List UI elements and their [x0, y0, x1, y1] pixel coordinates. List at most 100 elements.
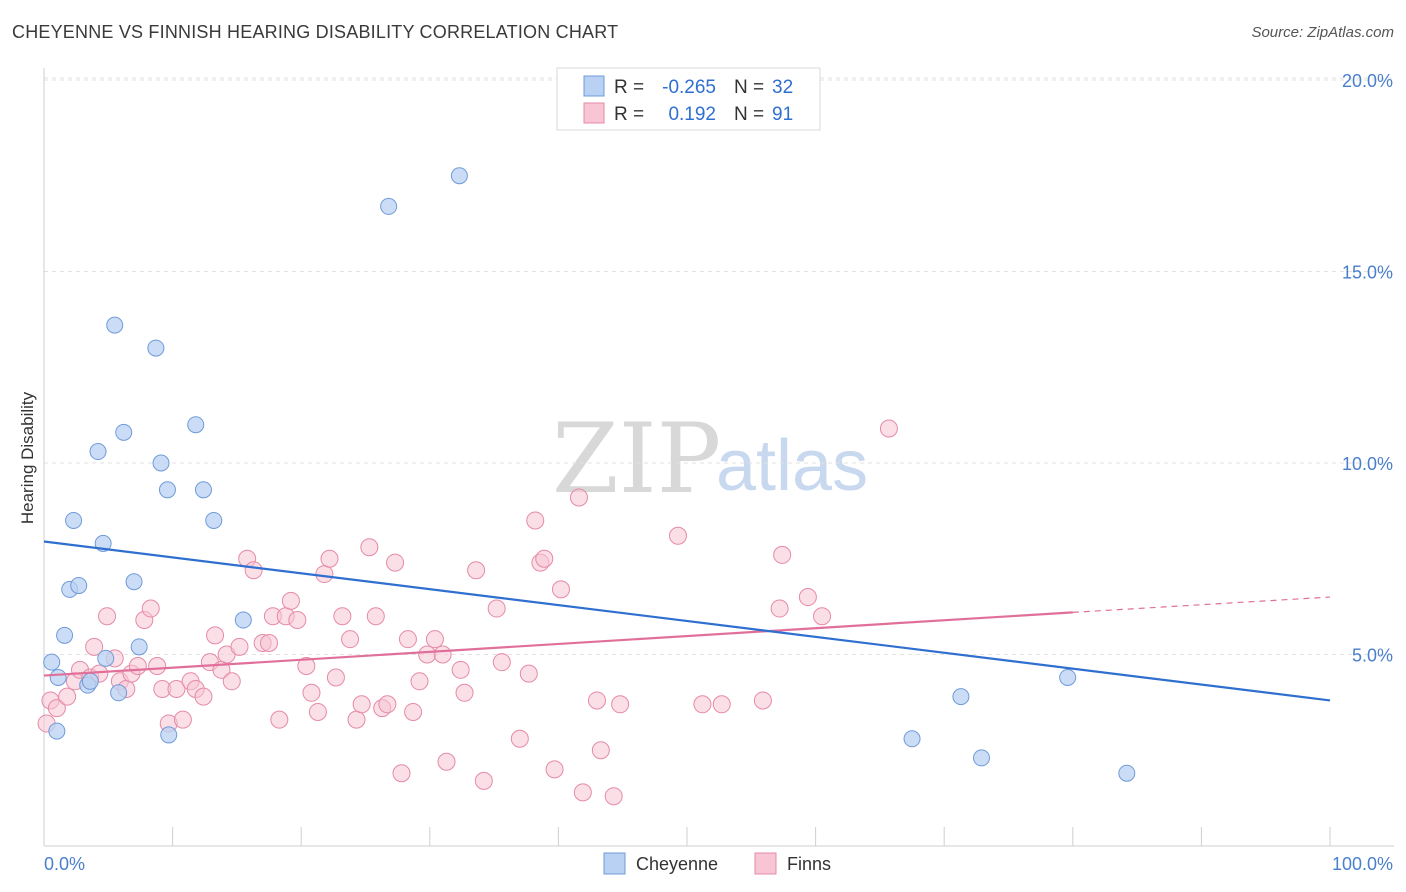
finns-point-58: [410, 672, 429, 691]
finns-point-34: [260, 634, 279, 653]
finns-point-82: [668, 526, 687, 545]
finns-point-57: [404, 702, 423, 721]
bottom-legend-swatch-finns: [754, 852, 777, 875]
legend-n-label-cheyenne: N =: [734, 77, 764, 98]
finns-point-59: [418, 645, 437, 664]
finns-point-40: [297, 656, 316, 675]
finns-point-66: [474, 771, 493, 790]
source-label: Source: ZipAtlas.com: [1251, 24, 1394, 41]
finns-point-61: [433, 645, 452, 664]
finns-point-41: [302, 683, 321, 702]
finns-point-87: [773, 545, 792, 564]
finns-point-53: [378, 695, 397, 714]
finns-point-69: [510, 729, 529, 748]
cheyenne-point-27: [903, 730, 921, 748]
cheyenne-point-26: [450, 167, 468, 185]
cheyenne-point-17: [147, 339, 165, 357]
finns-point-29: [222, 672, 241, 691]
cheyenne-point-6: [70, 577, 88, 595]
finns-point-55: [392, 764, 411, 783]
finns-point-43: [315, 565, 334, 584]
cheyenne-point-1: [43, 653, 61, 671]
finns-point-42: [308, 702, 327, 721]
watermark-atlas: atlas: [716, 426, 868, 506]
finns-point-54: [386, 553, 405, 572]
legend-r-label-cheyenne: R =: [614, 77, 644, 98]
cheyenne-point-24: [234, 611, 252, 629]
finns-point-56: [398, 630, 417, 649]
cheyenne-point-14: [115, 423, 133, 441]
finns-point-39: [288, 611, 307, 630]
finns-point-3: [58, 687, 77, 706]
bottom-legend-swatch-cheyenne: [603, 852, 626, 875]
finns-point-77: [573, 783, 592, 802]
legend-n-value-cheyenne: 32: [772, 77, 793, 98]
cheyenne-trend-line: [43, 540, 1331, 702]
finns-point-90: [879, 419, 898, 438]
finns-point-85: [753, 691, 772, 710]
legend-n-label-finns: N =: [734, 104, 764, 125]
finns-point-76: [569, 488, 588, 507]
finns-point-44: [320, 549, 339, 568]
bottom-legend-label-finns: Finns: [787, 854, 831, 874]
legend-r-label-finns: R =: [614, 104, 644, 125]
finns-point-9: [98, 607, 117, 626]
finns-point-26: [206, 626, 225, 645]
finns-point-80: [604, 787, 623, 806]
y-tick-labels: 5.0% 10.0% 15.0% 20.0%: [1342, 71, 1393, 666]
bottom-legend-label-cheyenne: Cheyenne: [636, 854, 718, 874]
finns-point-71: [526, 511, 545, 530]
finns-point-75: [551, 580, 570, 599]
y-tick-label-20: 20.0%: [1342, 71, 1393, 91]
cheyenne-point-5: [65, 511, 83, 529]
finns-point-21: [173, 710, 192, 729]
cheyenne-point-11: [97, 649, 115, 667]
cheyenne-point-25: [380, 197, 398, 215]
finns-point-17: [148, 656, 167, 675]
cheyenne-point-0: [48, 722, 66, 740]
finns-trend-line: [43, 611, 1073, 677]
cheyenne-point-3: [56, 626, 74, 644]
watermark: ZIP atlas: [552, 403, 868, 515]
y-tick-label-15: 15.0%: [1342, 263, 1393, 283]
x-axis-ticks: [43, 827, 1331, 846]
cheyenne-point-19: [158, 481, 176, 499]
finns-trend-line-extension: [1072, 596, 1331, 613]
finns-point-70: [519, 664, 538, 683]
finns-point-62: [437, 752, 456, 771]
finns-point-86: [770, 599, 789, 618]
cheyenne-point-20: [160, 726, 178, 744]
x-tick-label-max: 100.0%: [1332, 854, 1393, 874]
finns-point-81: [611, 695, 630, 714]
finns-point-50: [360, 538, 379, 557]
legend-swatch-cheyenne: [583, 75, 605, 97]
finns-point-38: [281, 591, 300, 610]
finns-point-64: [455, 683, 474, 702]
finns-point-47: [341, 630, 360, 649]
cheyenne-point-23: [205, 511, 223, 529]
finns-point-49: [352, 695, 371, 714]
finns-point-65: [467, 561, 486, 580]
finns-point-30: [230, 637, 249, 656]
finns-point-20: [167, 679, 186, 698]
finns-point-67: [487, 599, 506, 618]
cheyenne-point-13: [110, 684, 128, 702]
x-tick-label-min: 0.0%: [44, 854, 85, 874]
finns-point-63: [451, 660, 470, 679]
cheyenne-point-22: [194, 481, 212, 499]
cheyenne-point-2: [49, 668, 67, 686]
bottom-legend: Cheyenne Finns: [603, 852, 831, 875]
cheyenne-point-30: [1059, 668, 1077, 686]
finns-point-45: [326, 668, 345, 687]
y-tick-label-10: 10.0%: [1342, 454, 1393, 474]
finns-point-14: [128, 656, 147, 675]
finns-point-16: [141, 599, 160, 618]
finns-point-74: [545, 760, 564, 779]
finns-point-32: [244, 561, 263, 580]
finns-point-24: [194, 687, 213, 706]
finns-point-89: [813, 607, 832, 626]
finns-point-88: [798, 588, 817, 607]
finns-point-46: [333, 607, 352, 626]
y-axis-label: Hearing Disability: [18, 391, 37, 524]
